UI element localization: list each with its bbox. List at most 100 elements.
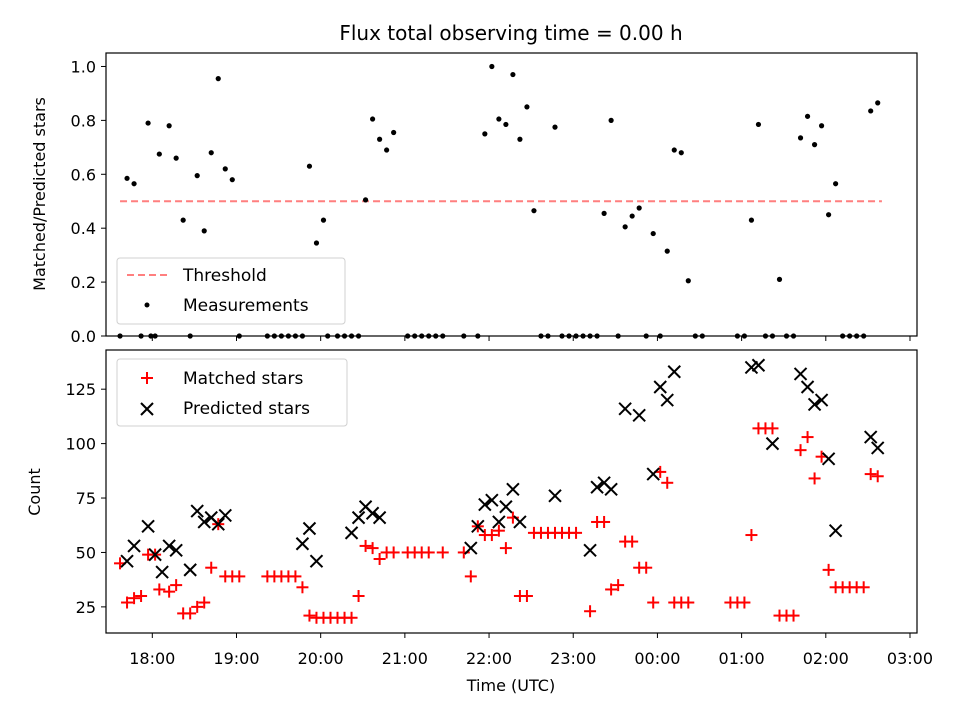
- predicted-star-point: [344, 526, 359, 540]
- predicted-star-point: [646, 467, 660, 481]
- predicted-star-point: [218, 508, 232, 523]
- matched-star-point: [366, 542, 379, 555]
- top-legend-box: [116, 257, 346, 325]
- matched-star-point: [387, 546, 400, 559]
- measurement-point: [377, 136, 383, 142]
- measurement-point: [489, 63, 495, 70]
- predicted-star-point: [618, 402, 632, 416]
- matched-star-point: [787, 609, 800, 622]
- measurement-point: [636, 205, 642, 211]
- measurement-point: [776, 276, 783, 282]
- matched-star-point: [153, 583, 166, 596]
- measurement-point: [517, 136, 523, 142]
- matched-star-point: [352, 589, 365, 602]
- predicted-star-point: [183, 563, 197, 577]
- measurement-point: [664, 248, 670, 254]
- matched-star-point: [198, 596, 211, 609]
- x-tick-label: 20:00: [298, 649, 344, 668]
- predicted-star-point: [814, 393, 829, 407]
- predicted-star-point: [871, 441, 885, 455]
- predicted-star-point: [302, 521, 317, 536]
- x-tick-label: 03:00: [887, 649, 933, 668]
- matched-star-point: [436, 546, 449, 559]
- x-tick-label: 01:00: [719, 649, 765, 668]
- top-axes-frame: [105, 52, 918, 337]
- matched-star-point: [857, 581, 870, 594]
- predicted-star-point: [372, 510, 387, 525]
- measurement-point: [608, 117, 614, 123]
- matched-star-point: [520, 589, 533, 602]
- predicted-star-point: [295, 537, 310, 551]
- measurement-point: [124, 175, 130, 181]
- predicted-star-point: [513, 515, 527, 529]
- bottom-y-tick-label: 75: [76, 489, 96, 508]
- predicted-star-point: [190, 504, 204, 518]
- x-tick-label: 23:00: [550, 649, 596, 668]
- measurement-point: [362, 197, 369, 203]
- matched-star-point: [492, 524, 505, 537]
- predicted-star-point: [548, 489, 562, 503]
- measurement-point: [671, 147, 677, 153]
- bottom-plot-area: 18:00 19:00 20:00 21:00 22:00 23:00 00:00 01:00…: [65, 358, 933, 668]
- predicted-star-point: [464, 541, 478, 555]
- measurement-point: [833, 181, 839, 187]
- bottom-y-tick-label: 25: [76, 598, 96, 617]
- matched-star-point: [682, 596, 695, 609]
- chart-title: Flux total observing time = 0.00 h: [339, 21, 682, 45]
- matched-star-point: [871, 470, 884, 483]
- x-tick-label: 02:00: [803, 649, 849, 668]
- top-legend: Threshold Measurements: [116, 257, 346, 325]
- matched-star-point: [822, 563, 835, 576]
- x-axis-label: Time (UTC): [466, 676, 555, 695]
- measurement-ratio-panel: Flux total observing time = 0.00 h Match…: [30, 21, 918, 346]
- measurement-point: [201, 228, 207, 234]
- predicted-star-point: [632, 408, 646, 423]
- matched-star-point: [373, 552, 386, 565]
- measurement-point: [145, 120, 151, 126]
- measurement-point: [306, 163, 313, 169]
- measurement-point: [531, 208, 537, 214]
- measurement-point: [755, 121, 762, 128]
- predicted-star-point: [351, 510, 366, 525]
- top-y-axis-label: Matched/Predicted stars: [30, 97, 49, 291]
- predicted-star-point: [485, 493, 499, 507]
- measurement-point: [222, 166, 228, 172]
- x-tick-label: 21:00: [382, 649, 428, 668]
- legend-label-predicted-stars: Predicted stars: [183, 399, 310, 419]
- measurement-point: [811, 142, 818, 148]
- matched-star-point: [457, 546, 470, 559]
- matched-star-point: [640, 561, 653, 574]
- predicted-star-point: [141, 519, 155, 534]
- matched-star-point: [184, 607, 197, 620]
- predicted-star-point: [365, 506, 380, 520]
- predicted-star-point: [821, 452, 836, 466]
- measurement-point: [173, 155, 179, 161]
- matched-star-point: [598, 515, 611, 528]
- matched-star-point: [864, 468, 877, 481]
- measurement-point: [601, 210, 607, 216]
- matched-star-point: [612, 579, 625, 592]
- matched-stars-legend-swatch: [141, 372, 153, 384]
- top-plot-area: 0.0 0.2 0.4 0.6 0.8 1.0: [71, 57, 911, 346]
- predicted-star-point: [169, 543, 183, 557]
- predicted-star-point: [667, 365, 681, 379]
- predicted-star-point: [660, 393, 674, 407]
- measurement-point: [510, 71, 516, 78]
- matched-star-point: [661, 476, 674, 489]
- measurement-point: [622, 224, 628, 230]
- matched-star-point: [506, 511, 519, 524]
- predicted-star-point: [751, 358, 766, 372]
- bottom-y-axis-label: Count: [25, 468, 44, 516]
- matched-star-point: [794, 444, 807, 457]
- measurement-point: [868, 108, 874, 114]
- bottom-y-tick-label: 125: [65, 380, 96, 399]
- predicted-star-point: [583, 543, 597, 557]
- measurement-point: [818, 123, 825, 129]
- top-y-tick-label: 0.0: [71, 327, 96, 346]
- predicted-star-point: [211, 517, 225, 531]
- matched-star-point: [605, 583, 618, 596]
- measurement-point: [131, 181, 137, 187]
- measurement-point: [496, 116, 502, 122]
- measurement-point: [804, 113, 811, 119]
